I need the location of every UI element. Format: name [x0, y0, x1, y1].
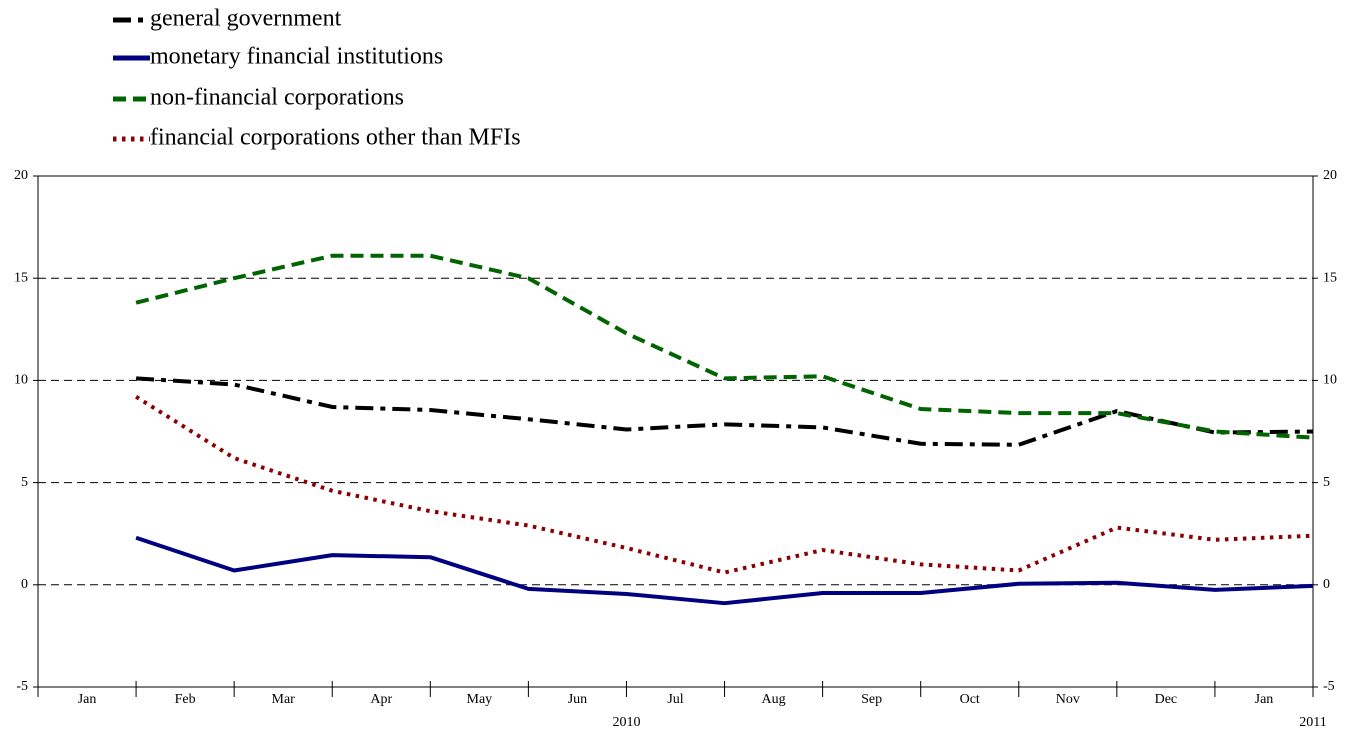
legend-label: non-financial corporations: [150, 85, 404, 111]
x-group-label: 2011: [1299, 715, 1326, 730]
legend-label: financial corporations other than MFIs: [150, 125, 521, 151]
x-tick-label: Feb: [175, 692, 196, 707]
legend-label: general government: [150, 6, 342, 32]
x-tick-label: Nov: [1056, 692, 1080, 707]
series-line: [135, 376, 1314, 447]
x-tick-label: Jun: [568, 692, 587, 707]
series-line: [135, 395, 1314, 575]
series-line: [135, 535, 1314, 606]
x-tick-label: Oct: [960, 692, 980, 707]
x-group-label: 2010: [612, 715, 640, 730]
x-tick-label: Jan: [1255, 692, 1274, 707]
y-tick-label: 20: [14, 168, 28, 183]
x-tick-label: May: [467, 692, 493, 707]
x-tick-label: Apr: [370, 692, 392, 707]
y2-tick-label: 5: [1323, 475, 1330, 490]
legend-label: monetary financial institutions: [150, 44, 443, 70]
x-tick-label: Sep: [861, 692, 882, 707]
x-tick-label: Dec: [1155, 692, 1178, 707]
y-tick-label: -5: [16, 679, 28, 694]
y2-tick-label: 20: [1323, 168, 1337, 183]
y2-tick-label: 10: [1323, 373, 1337, 388]
plot-border: [37, 175, 1314, 688]
y-tick-label: 5: [21, 475, 28, 490]
y-tick-label: 10: [14, 373, 28, 388]
y2-tick-label: 0: [1323, 577, 1330, 592]
y2-tick-label: -5: [1323, 679, 1335, 694]
y2-tick-label: 15: [1323, 270, 1337, 285]
series-line: [135, 253, 1314, 440]
x-tick-label: Aug: [762, 692, 786, 707]
x-tick-label: Mar: [272, 692, 296, 707]
x-tick-label: Jul: [667, 692, 683, 707]
y-tick-label: 0: [21, 577, 28, 592]
y-tick-label: 15: [14, 270, 28, 285]
x-tick-label: Jan: [78, 692, 97, 707]
